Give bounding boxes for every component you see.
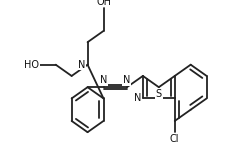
Text: N: N	[123, 75, 131, 85]
Text: N: N	[78, 60, 86, 70]
Text: N: N	[100, 75, 107, 85]
Text: HO: HO	[24, 60, 39, 70]
Text: OH: OH	[96, 0, 111, 7]
Text: S: S	[156, 89, 162, 99]
Text: Cl: Cl	[170, 134, 179, 144]
Text: N: N	[134, 93, 141, 104]
